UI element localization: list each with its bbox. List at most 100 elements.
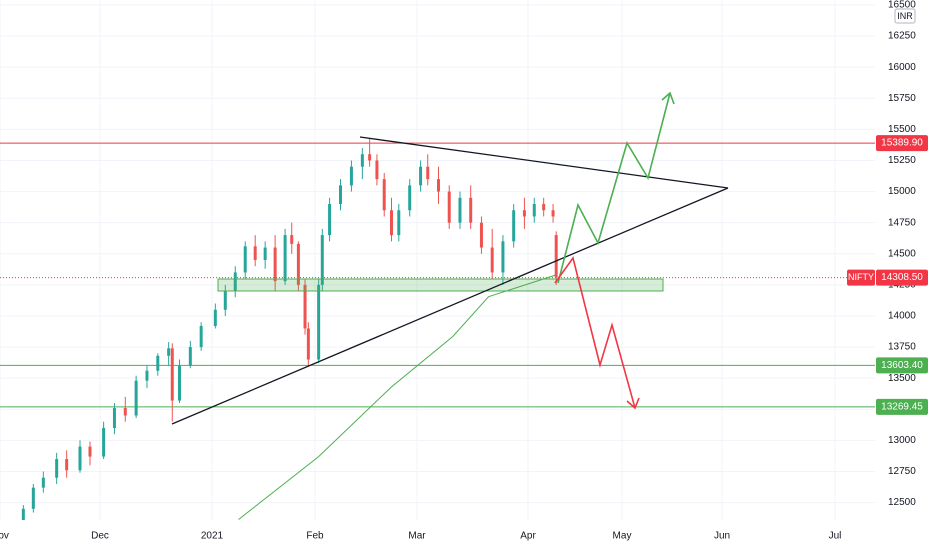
candle-body [408, 185, 412, 211]
y-tick-label: 16000 [888, 62, 916, 73]
candle-body [65, 459, 69, 471]
candle-body [339, 185, 342, 205]
grid [0, 0, 875, 520]
support-zone [217, 278, 664, 292]
candle-body [436, 179, 440, 192]
candle-body [349, 166, 353, 186]
candle-body [199, 325, 203, 348]
candle-body [360, 154, 364, 167]
candle-body [253, 246, 257, 260]
candle-body [223, 291, 227, 310]
candle-body [458, 197, 462, 223]
bull-arrowhead [661, 91, 675, 105]
candle-body [88, 446, 92, 457]
bull-path [557, 92, 671, 284]
y-tick-label: 15250 [888, 155, 916, 166]
y-tick-label: 15000 [888, 186, 916, 197]
candle-body [290, 235, 294, 244]
candle-body [41, 477, 45, 488]
marks [0, 137, 875, 528]
candle-body [273, 247, 277, 282]
candle-body [542, 204, 546, 211]
candle-body [243, 246, 247, 273]
y-tick-label: 16500 [888, 0, 916, 11]
bear-arrowhead [626, 397, 640, 410]
candle-body [390, 210, 393, 236]
y-tick-label: 15500 [888, 124, 916, 135]
price-line-label-bg [876, 357, 928, 374]
candle-body [78, 446, 82, 471]
price-line-label: 13269.45 [881, 402, 923, 413]
x-tick-label: Jun [714, 531, 730, 542]
candle-body [296, 243, 300, 285]
candle-body [145, 370, 149, 381]
y-tick-label: 13750 [888, 342, 916, 353]
trendline-lower [171, 187, 729, 425]
price-line-label: 15389.90 [881, 138, 923, 149]
candle-body [551, 210, 555, 217]
candle-body [522, 210, 526, 217]
candle-body [397, 210, 401, 236]
last-price-label: 14308.50 [881, 272, 923, 283]
trendline-upper [359, 136, 729, 189]
x-tick-label: May [613, 531, 632, 542]
candle-body [469, 197, 473, 223]
candle-body [368, 154, 372, 161]
candle-body [123, 408, 127, 416]
candle-body [426, 166, 430, 180]
price-line-label-bg [876, 135, 928, 152]
candle-body [112, 408, 116, 428]
y-tick-label: 14000 [888, 311, 916, 322]
last-price-label-bg [876, 269, 928, 286]
candle-body [317, 284, 321, 360]
candle-body [134, 380, 138, 416]
candle-body [31, 487, 35, 509]
x-tick-label: Apr [520, 531, 536, 542]
time-axis [0, 520, 932, 550]
y-tick-label: 16250 [888, 31, 916, 42]
y-tick-label: 13500 [888, 373, 916, 384]
x-tick-label: Feb [306, 531, 324, 542]
moving-average [238, 274, 557, 520]
candle-body [213, 309, 217, 326]
candle-body [306, 328, 310, 360]
x-tick-label: Nov [0, 531, 9, 542]
candle-body [177, 365, 181, 401]
drawings [171, 91, 729, 425]
candle-body [188, 347, 192, 366]
candle-body [263, 247, 267, 260]
candle-body [320, 235, 324, 285]
candle-body [55, 459, 59, 478]
candle-body [102, 427, 106, 457]
currency: INR [897, 11, 913, 21]
candle-body [501, 241, 505, 273]
candle-body [303, 284, 307, 329]
y-tick-label: 13000 [888, 435, 916, 446]
currency-badge [894, 8, 916, 24]
candle-body [554, 235, 558, 278]
candle-body [170, 348, 174, 401]
candle-body [233, 272, 237, 292]
x-tick-label: 2021 [201, 531, 224, 542]
y-tick-label: 14750 [888, 217, 916, 228]
candle-body [21, 508, 25, 522]
price-line-label-bg [876, 398, 928, 415]
candle-body [490, 247, 494, 273]
y-tick-label: 12500 [888, 497, 916, 508]
candle-body [447, 191, 451, 223]
candle-body [479, 222, 483, 248]
candle-body [283, 235, 287, 282]
y-tick-label: 15750 [888, 93, 916, 104]
candle-body [512, 210, 516, 242]
last-price-name-bg [847, 269, 875, 286]
candle-body [156, 355, 160, 371]
candle-body [167, 348, 171, 356]
candle-body [532, 204, 536, 217]
x-tick-label: Dec [91, 531, 109, 542]
bear-path [554, 256, 636, 409]
x-tick-label: Mar [408, 531, 426, 542]
candle-body [382, 179, 386, 211]
